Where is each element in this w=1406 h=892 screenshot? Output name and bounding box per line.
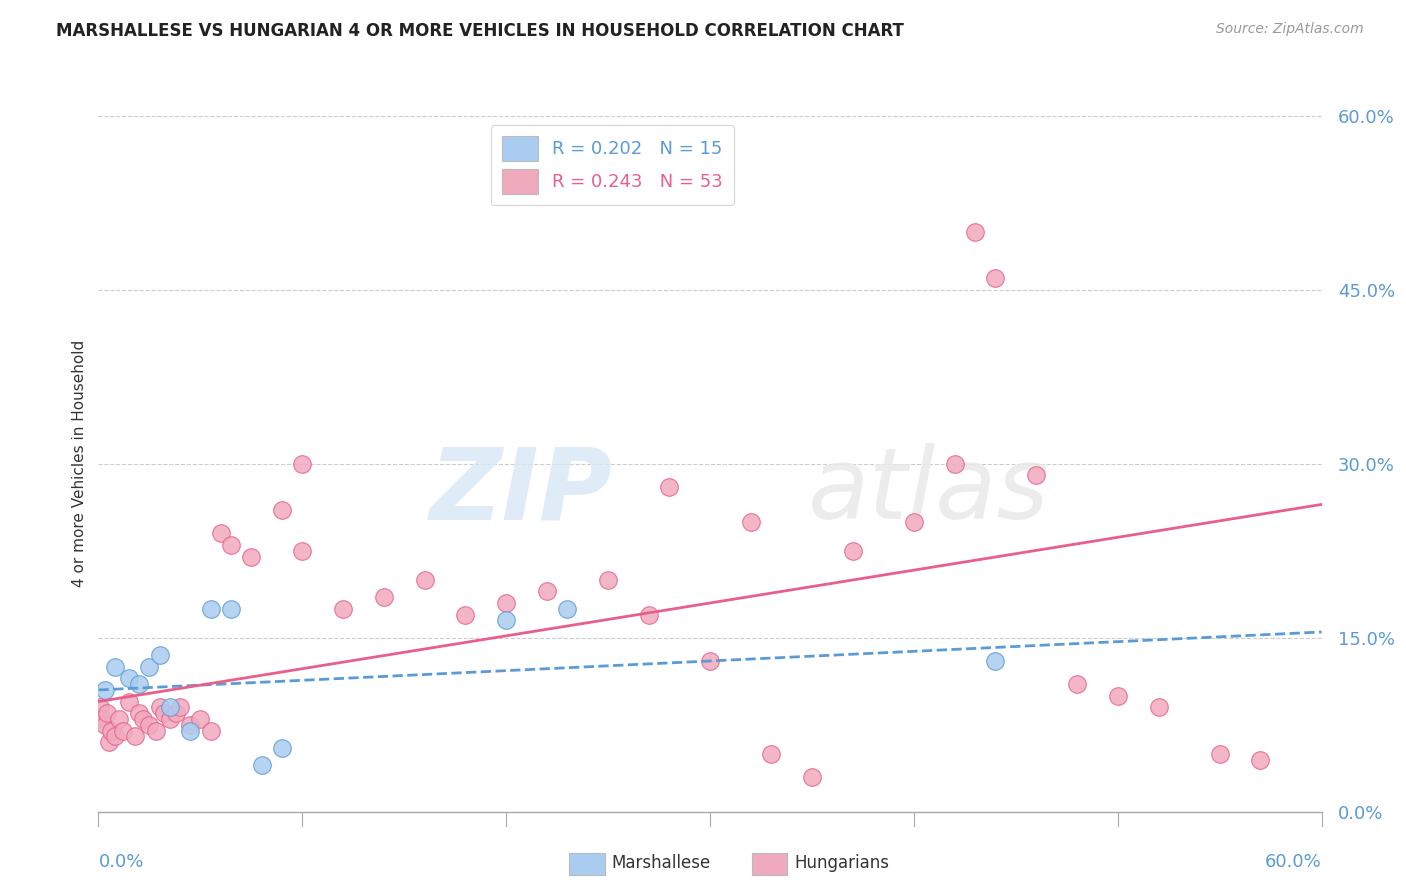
Point [128,706,150,721]
Text: Source: ZipAtlas.com: Source: ZipAtlas.com [1216,22,1364,37]
Point [637,607,661,622]
Point [209,526,232,541]
Point [118,694,141,708]
Point [179,717,201,731]
Point [1107,689,1129,703]
Point [97,735,120,749]
Point [984,271,1007,285]
Point [555,601,579,615]
Point [149,648,172,662]
Point [100,723,122,738]
Point [903,515,925,529]
Point [104,730,127,744]
Legend: R = 0.202   N = 15, R = 0.243   N = 53: R = 0.202 N = 15, R = 0.243 N = 53 [491,125,734,205]
Point [111,723,134,738]
Point [91,712,114,726]
Point [984,654,1007,668]
Point [132,712,155,726]
Point [965,225,987,239]
Point [1249,753,1271,767]
Point [270,503,294,517]
Point [1208,747,1232,761]
Text: MARSHALLESE VS HUNGARIAN 4 OR MORE VEHICLES IN HOUSEHOLD CORRELATION CHART: MARSHALLESE VS HUNGARIAN 4 OR MORE VEHIC… [56,22,904,40]
Text: Marshallese: Marshallese [612,855,711,872]
Point [149,700,172,714]
Point [495,614,517,628]
Point [104,660,127,674]
Point [291,543,314,558]
Point [596,573,619,587]
Point [270,740,294,755]
Point [124,730,146,744]
Point [138,660,160,674]
Point [200,601,222,615]
Point [1066,677,1088,691]
Point [658,480,681,494]
Point [373,591,395,605]
Point [93,717,115,731]
Point [536,584,558,599]
Text: atlas: atlas [808,443,1049,541]
Text: 0.0%: 0.0% [98,854,143,871]
Text: ZIP: ZIP [429,443,612,541]
Point [801,770,824,784]
Point [219,538,242,552]
Text: 60.0%: 60.0% [1265,854,1322,871]
Point [108,712,131,726]
Point [250,758,273,772]
Point [188,712,212,726]
Point [240,549,263,564]
Point [454,607,477,622]
Point [138,717,160,731]
Point [841,543,863,558]
Point [152,706,174,721]
Point [1025,468,1047,483]
Point [943,457,966,471]
Point [495,596,517,610]
Point [699,654,721,668]
Point [200,723,222,738]
Point [128,677,150,691]
Point [332,601,354,615]
Point [169,700,191,714]
Point [291,457,314,471]
Point [89,700,111,714]
Point [145,723,167,738]
Point [740,515,762,529]
Y-axis label: 4 or more Vehicles in Household: 4 or more Vehicles in Household [72,340,87,588]
Point [159,700,181,714]
Point [179,723,201,738]
Text: Hungarians: Hungarians [794,855,890,872]
Point [159,712,181,726]
Point [93,683,115,698]
Point [219,601,242,615]
Point [1147,700,1170,714]
Point [413,573,436,587]
Point [759,747,782,761]
Point [96,706,118,721]
Point [118,671,141,685]
Point [165,706,187,721]
